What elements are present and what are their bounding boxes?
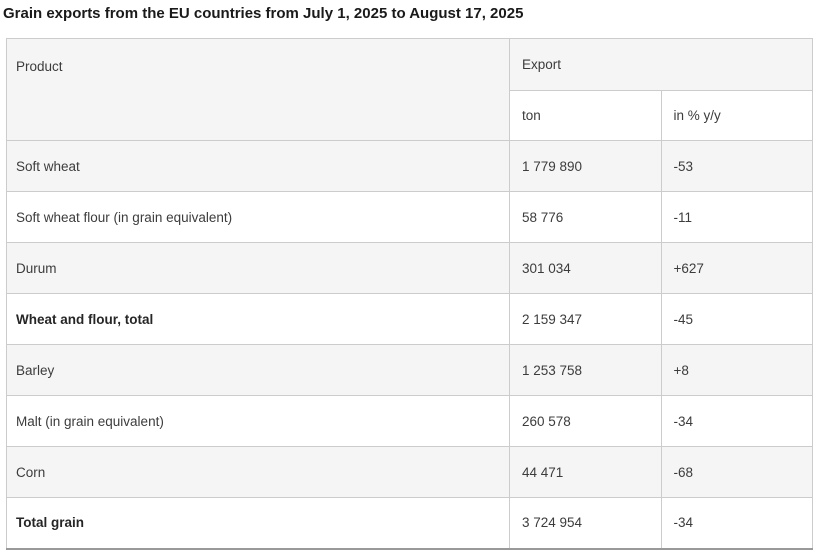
product-cell: Soft wheat — [6, 140, 510, 192]
product-cell: Durum — [6, 242, 510, 294]
ton-cell: 2 159 347 — [509, 293, 662, 345]
yoy-cell: -34 — [660, 395, 813, 447]
ton-cell: 260 578 — [509, 395, 662, 447]
product-cell: Total grain — [6, 497, 510, 549]
yoy-cell: -45 — [660, 293, 813, 345]
yoy-percent-column-header: in % y/y — [660, 90, 813, 141]
yoy-cell: -53 — [660, 140, 813, 192]
ton-cell: 58 776 — [509, 191, 662, 243]
table-row-malt: Malt (in grain equivalent) 260 578 -34 — [6, 395, 813, 447]
yoy-cell: -11 — [660, 191, 813, 243]
ton-cell: 3 724 954 — [509, 497, 662, 549]
ton-column-header: ton — [509, 90, 662, 141]
table-header-row-1: Product Export — [6, 38, 813, 141]
grain-exports-table: Product Export ton in % y/y Soft wheat 1… — [6, 38, 813, 550]
ton-cell: 1 779 890 — [509, 140, 662, 192]
product-cell: Malt (in grain equivalent) — [6, 395, 510, 447]
yoy-cell: -68 — [660, 446, 813, 498]
table-row-corn: Corn 44 471 -68 — [6, 446, 813, 498]
ton-cell: 44 471 — [509, 446, 662, 498]
yoy-cell: +8 — [660, 344, 813, 396]
yoy-cell: +627 — [660, 242, 813, 294]
ton-cell: 301 034 — [509, 242, 662, 294]
yoy-cell: -34 — [660, 497, 813, 549]
table-row-total-grain: Total grain 3 724 954 -34 — [6, 497, 813, 549]
ton-cell: 1 253 758 — [509, 344, 662, 396]
product-cell: Barley — [6, 344, 510, 396]
product-cell: Corn — [6, 446, 510, 498]
table-row-soft-wheat: Soft wheat 1 779 890 -53 — [6, 140, 813, 192]
product-cell: Wheat and flour, total — [6, 293, 510, 345]
table-row-soft-wheat-flour: Soft wheat flour (in grain equivalent) 5… — [6, 191, 813, 243]
export-group-header: Export — [509, 38, 813, 91]
table-header-row-2: ton in % y/y — [7, 90, 813, 141]
table-row-wheat-and-flour-total: Wheat and flour, total 2 159 347 -45 — [6, 293, 813, 345]
product-column-header: Product — [6, 38, 510, 141]
page-title: Grain exports from the EU countries from… — [3, 5, 524, 22]
product-cell: Soft wheat flour (in grain equivalent) — [6, 191, 510, 243]
table-row-durum: Durum 301 034 +627 — [6, 242, 813, 294]
table-row-barley: Barley 1 253 758 +8 — [6, 344, 813, 396]
